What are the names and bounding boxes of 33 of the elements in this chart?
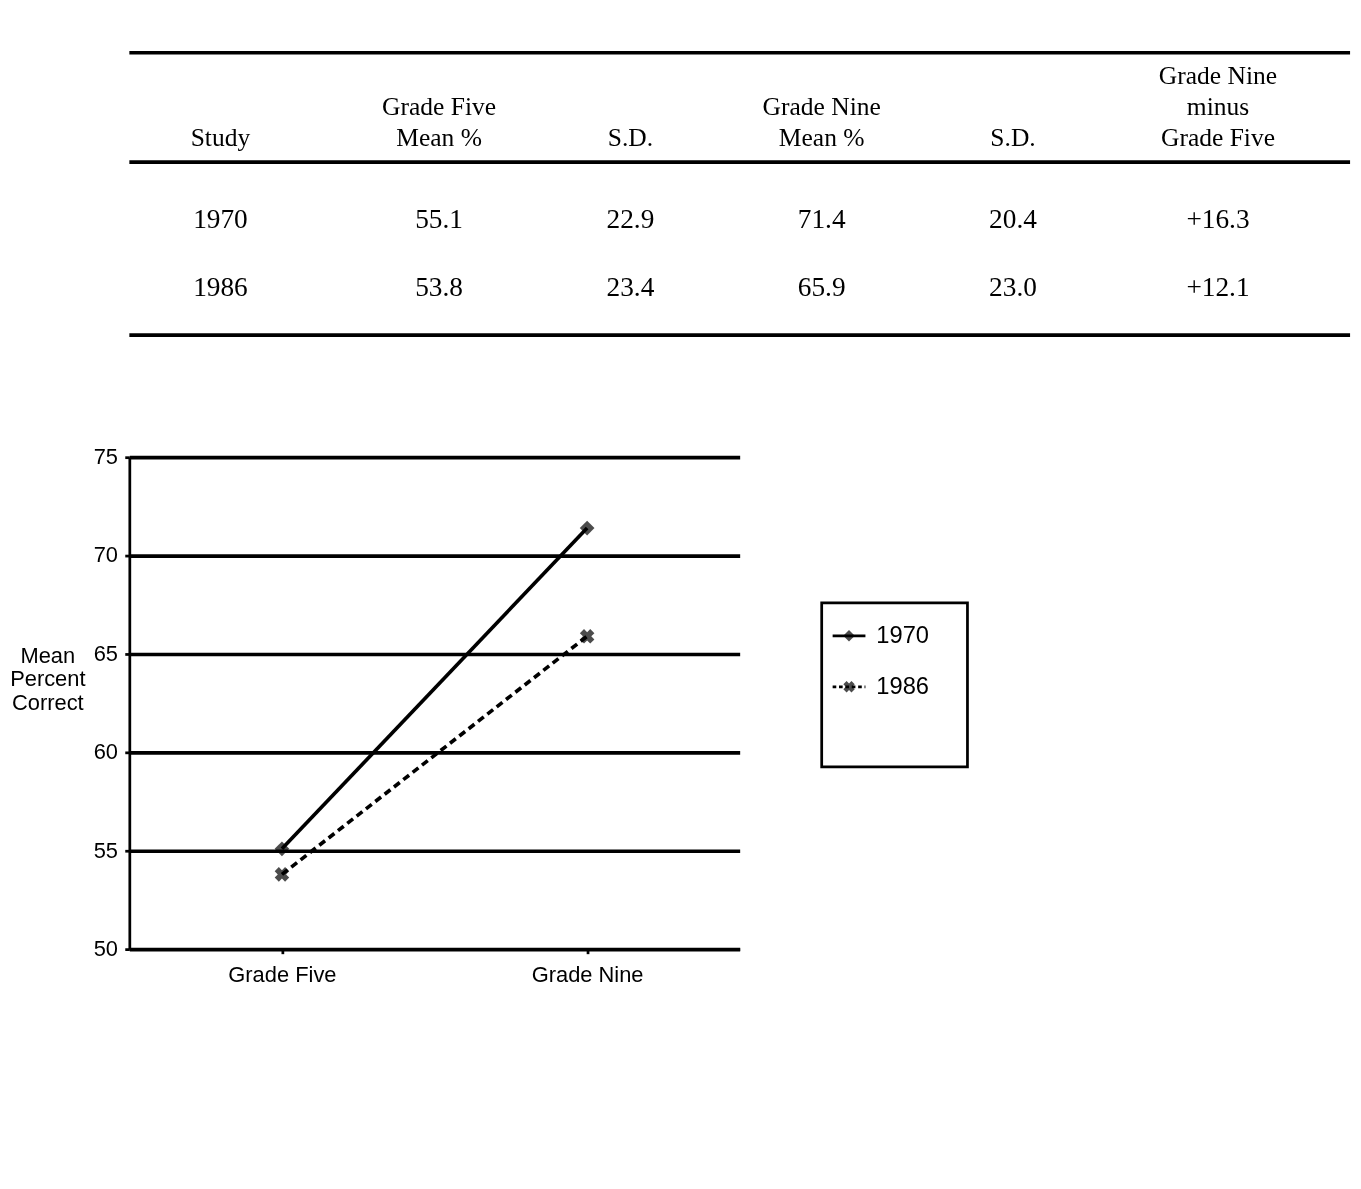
text: Study <box>190 122 251 152</box>
point <box>579 520 595 536</box>
text: 1970 <box>193 203 248 234</box>
text: +12.1 <box>1186 271 1250 302</box>
x-tick-label: Grade Nine <box>531 962 644 988</box>
text: +16.3 <box>1186 203 1250 234</box>
text: 22.9 <box>606 203 655 234</box>
text: 20.4 <box>989 203 1038 234</box>
y-tick-label: 65 <box>93 640 118 666</box>
text: S.D. <box>607 122 654 152</box>
legend-label: 1986 <box>876 673 930 700</box>
x-tick-label: Grade Five <box>228 962 337 988</box>
text: 55.1 <box>415 203 463 234</box>
point <box>274 841 290 857</box>
text: Grade Nine Mean % <box>762 91 881 152</box>
text: 53.8 <box>415 271 463 302</box>
y-tick-label: 70 <box>93 542 118 568</box>
y-tick-label: 50 <box>93 935 118 961</box>
text: Grade Five Mean % <box>382 91 497 152</box>
text: 1986 <box>193 271 248 302</box>
point <box>274 867 290 882</box>
text: 65.9 <box>797 271 846 302</box>
text: S.D. <box>990 122 1036 152</box>
legend-label: 1970 <box>876 622 930 649</box>
text: 23.0 <box>989 271 1037 302</box>
text: 71.4 <box>797 203 846 234</box>
text: Grade Nine minus Grade Five <box>1158 60 1278 152</box>
text: 23.4 <box>606 271 655 302</box>
y-axis-title: Mean Percent Correct <box>10 642 86 716</box>
y-tick-label: 60 <box>93 739 118 765</box>
y-tick-label: 75 <box>93 444 118 470</box>
point <box>579 629 595 644</box>
y-tick-label: 55 <box>93 837 118 863</box>
